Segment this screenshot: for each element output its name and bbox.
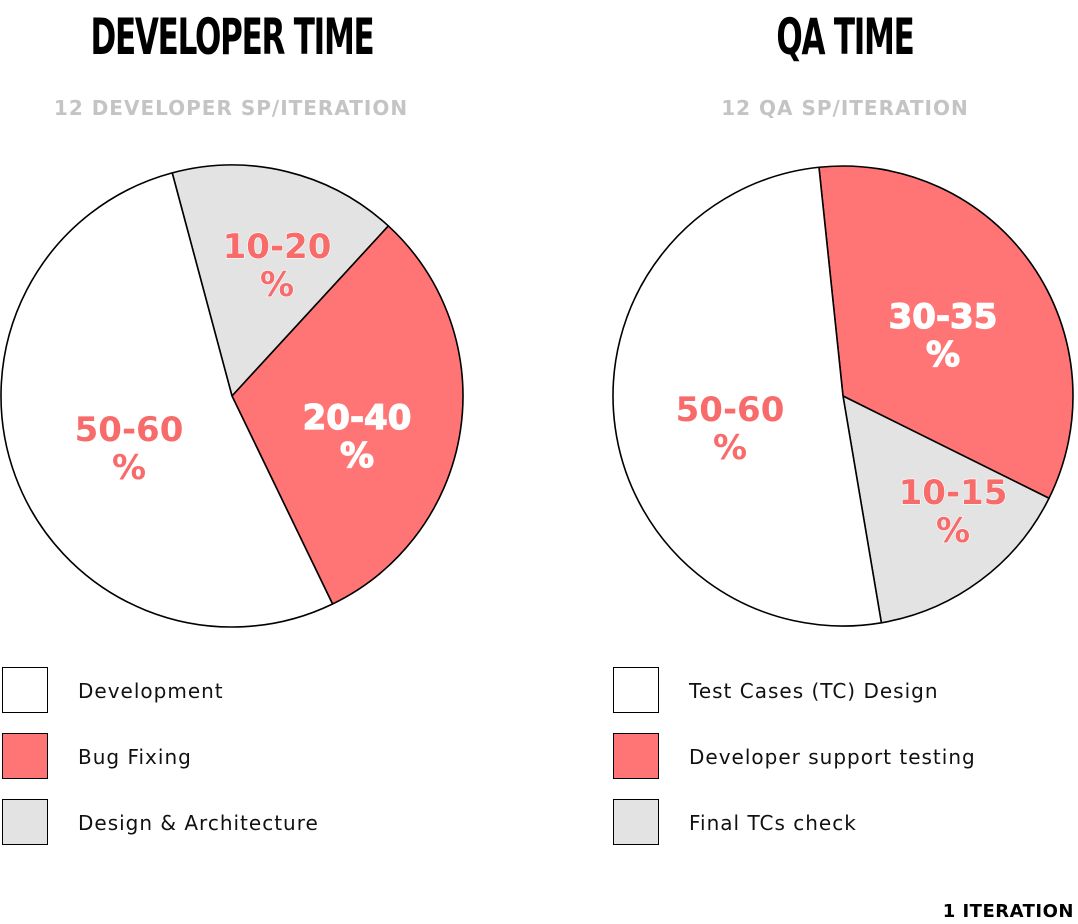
developer-slice-label-bug-fixing: 20-40% (303, 398, 412, 476)
qa-slice-label-test-cases-tc-design: 50-60% (676, 390, 785, 468)
legend-swatch-bug-fixing (2, 733, 48, 779)
legend-label-development: Development (78, 679, 224, 703)
qa-slice-label-developer-support-testing: 30-35% (889, 297, 998, 375)
qa-slice-final-tcs-check (842, 395, 1050, 624)
pie-charts: 10-20 % 20-40 % 50-60 % 30-35 % 10-15 % 50-60% (0, 164, 1074, 628)
qa-slice-label-final-tcs-check: 10-15% (899, 473, 1008, 551)
qa-slice-test-cases-tc-design (612, 166, 883, 627)
developer-subtitle: 12 DEVELOPER SP/ITERATION (53, 96, 409, 120)
qa-time-title: QA TIME (776, 8, 914, 66)
legend-swatch-final-tcs-check (613, 799, 659, 845)
legend-swatch-development (2, 667, 48, 713)
legend-item-test-cases-design: Test Cases (TC) Design (613, 667, 1078, 715)
legend-item-design-architecture: Design & Architecture (2, 799, 482, 847)
legend-item-development: Development (2, 667, 482, 715)
developer-time-title: DEVELOPER TIME (90, 8, 375, 66)
legend-label-developer-support-testing: Developer support testing (689, 745, 976, 769)
developer-slice-label-design-architecture: 10-20% (223, 227, 332, 305)
legend-label-design-architecture: Design & Architecture (78, 811, 319, 835)
developer-slice-development (0, 172, 334, 628)
developer-slice-label-development: 50-60% (75, 410, 184, 488)
legend-label-bug-fixing: Bug Fixing (78, 745, 192, 769)
developer-slice-bug-fixing (231, 225, 464, 605)
legend-item-developer-support-testing: Developer support testing (613, 733, 1078, 781)
legend-label-final-tcs-check: Final TCs check (689, 811, 857, 835)
iteration-footer: 1 ITERATION (942, 901, 1074, 922)
legend-item-bug-fixing: Bug Fixing (2, 733, 482, 781)
legend-swatch-developer-support-testing (613, 733, 659, 779)
legend-swatch-design-architecture (2, 799, 48, 845)
legend-item-final-tcs-check: Final TCs check (613, 799, 1078, 847)
legend-swatch-test-cases-design (613, 667, 659, 713)
qa-subtitle: 12 QA SP/ITERATION (721, 96, 969, 120)
developer-slice-design-architecture (171, 164, 390, 397)
legend-label-test-cases-design: Test Cases (TC) Design (689, 679, 939, 703)
